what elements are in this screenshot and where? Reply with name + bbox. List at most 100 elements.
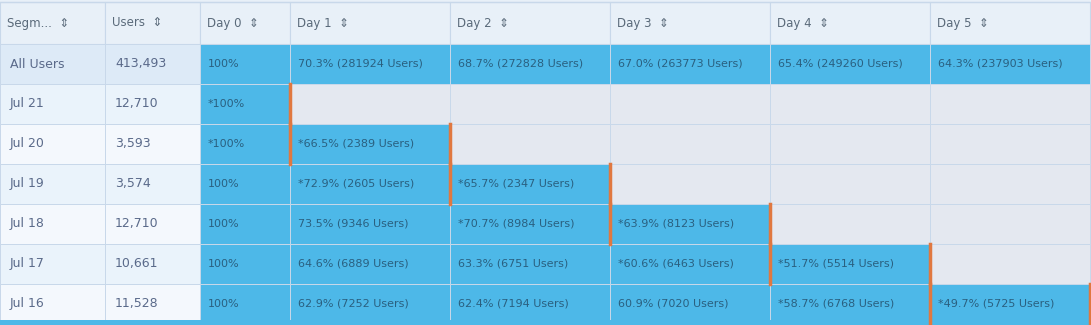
Text: 11,528: 11,528 [115, 297, 158, 310]
Bar [610, 284, 770, 324]
Bar [105, 164, 200, 204]
Text: 64.6% (6889 Users): 64.6% (6889 Users) [298, 259, 409, 269]
Text: 67.0% (263773 Users): 67.0% (263773 Users) [618, 59, 743, 69]
Bar [0, 124, 105, 164]
Text: 70.3% (281924 Users): 70.3% (281924 Users) [298, 59, 423, 69]
Text: *58.7% (6768 Users): *58.7% (6768 Users) [778, 299, 895, 309]
Bar [770, 284, 930, 324]
Bar [105, 44, 200, 84]
Text: 60.9% (7020 Users): 60.9% (7020 Users) [618, 299, 729, 309]
Text: *63.9% (8123 Users): *63.9% (8123 Users) [618, 219, 734, 229]
Text: Day 1  ⇕: Day 1 ⇕ [297, 17, 349, 30]
Bar [200, 124, 290, 164]
Bar [200, 84, 290, 124]
Bar [449, 2, 610, 44]
Text: *100%: *100% [208, 99, 245, 109]
Bar [770, 124, 930, 164]
Bar [290, 164, 449, 204]
Bar [0, 84, 105, 124]
Text: 3,574: 3,574 [115, 177, 151, 190]
Bar [0, 2, 105, 44]
Bar [0, 244, 105, 284]
Bar [200, 244, 290, 284]
Bar [930, 2, 1090, 44]
Bar [449, 244, 610, 284]
Text: *72.9% (2605 Users): *72.9% (2605 Users) [298, 179, 415, 189]
Bar [930, 204, 1090, 244]
Bar [770, 164, 930, 204]
Bar [0, 320, 1091, 325]
Bar [449, 124, 610, 164]
Bar [290, 2, 449, 44]
Bar [290, 44, 449, 84]
Bar [610, 44, 770, 84]
Text: *100%: *100% [208, 139, 245, 149]
Bar [200, 44, 290, 84]
Bar [610, 244, 770, 284]
Text: Day 4  ⇕: Day 4 ⇕ [777, 17, 829, 30]
Bar [290, 124, 449, 164]
Text: 413,493: 413,493 [115, 58, 166, 71]
Text: 62.4% (7194 Users): 62.4% (7194 Users) [458, 299, 568, 309]
Text: Jul 19: Jul 19 [10, 177, 45, 190]
Bar [290, 284, 449, 324]
Bar [770, 204, 930, 244]
Bar [0, 204, 105, 244]
Text: Day 0  ⇕: Day 0 ⇕ [207, 17, 259, 30]
Text: Day 5  ⇕: Day 5 ⇕ [937, 17, 988, 30]
Bar [290, 84, 449, 124]
Bar [610, 2, 770, 44]
Bar [930, 84, 1090, 124]
Bar [0, 164, 105, 204]
Text: Segm...  ⇕: Segm... ⇕ [7, 17, 69, 30]
Text: Jul 17: Jul 17 [10, 257, 45, 270]
Bar [770, 244, 930, 284]
Bar [449, 164, 610, 204]
Text: Jul 16: Jul 16 [10, 297, 45, 310]
Text: *60.6% (6463 Users): *60.6% (6463 Users) [618, 259, 734, 269]
Bar [770, 2, 930, 44]
Text: 65.4% (249260 Users): 65.4% (249260 Users) [778, 59, 902, 69]
Bar [290, 244, 449, 284]
Text: Jul 21: Jul 21 [10, 98, 45, 111]
Bar [105, 124, 200, 164]
Text: 12,710: 12,710 [115, 217, 158, 230]
Bar [449, 84, 610, 124]
Text: Jul 20: Jul 20 [10, 137, 45, 150]
Text: 62.9% (7252 Users): 62.9% (7252 Users) [298, 299, 409, 309]
Text: *66.5% (2389 Users): *66.5% (2389 Users) [298, 139, 415, 149]
Bar [105, 84, 200, 124]
Bar [610, 124, 770, 164]
Bar [610, 84, 770, 124]
Bar [105, 244, 200, 284]
Text: *49.7% (5725 Users): *49.7% (5725 Users) [938, 299, 1054, 309]
Bar [449, 44, 610, 84]
Text: *70.7% (8984 Users): *70.7% (8984 Users) [458, 219, 575, 229]
Text: Day 2  ⇕: Day 2 ⇕ [457, 17, 509, 30]
Text: All Users: All Users [10, 58, 64, 71]
Text: 100%: 100% [208, 219, 240, 229]
Text: Jul 18: Jul 18 [10, 217, 45, 230]
Text: 100%: 100% [208, 59, 240, 69]
Bar [610, 204, 770, 244]
Text: *51.7% (5514 Users): *51.7% (5514 Users) [778, 259, 894, 269]
Bar [0, 284, 105, 324]
Bar [610, 164, 770, 204]
Bar [770, 84, 930, 124]
Text: *65.7% (2347 Users): *65.7% (2347 Users) [458, 179, 574, 189]
Bar [0, 44, 105, 84]
Bar [449, 204, 610, 244]
Text: 73.5% (9346 Users): 73.5% (9346 Users) [298, 219, 408, 229]
Bar [930, 164, 1090, 204]
Bar [105, 204, 200, 244]
Bar [105, 284, 200, 324]
Bar [930, 244, 1090, 284]
Text: 10,661: 10,661 [115, 257, 158, 270]
Text: 63.3% (6751 Users): 63.3% (6751 Users) [458, 259, 568, 269]
Text: Day 3  ⇕: Day 3 ⇕ [618, 17, 669, 30]
Text: 100%: 100% [208, 179, 240, 189]
Text: 3,593: 3,593 [115, 137, 151, 150]
Bar [200, 284, 290, 324]
Bar [200, 204, 290, 244]
Bar [290, 204, 449, 244]
